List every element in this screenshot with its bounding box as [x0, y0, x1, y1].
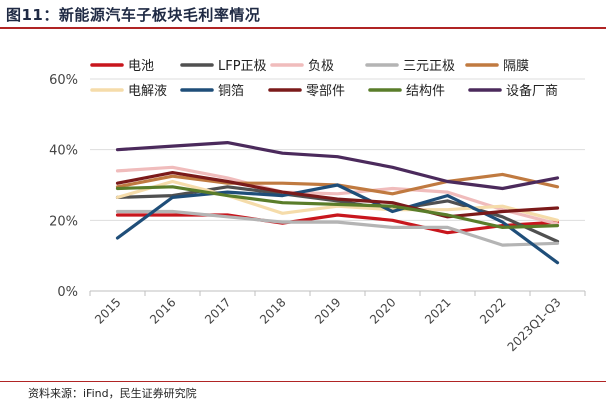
y-tick-label: 40% [49, 144, 78, 159]
legend-label-6: 铜箔 [218, 83, 244, 99]
series-line-3 [115, 209, 560, 247]
x-axis [89, 290, 586, 296]
legend-label-7: 零部件 [306, 84, 345, 99]
legend-label-8: 结构件 [406, 84, 445, 99]
x-axis-ticks: 2015 2016 2017 2018 2019 2020 2021 20222023Q1-Q… [92, 295, 563, 354]
y-axis-ticks: 0% 20% 40% 60% [49, 73, 78, 300]
x-tick-label: 2020 [367, 295, 398, 326]
figure-title: 图11：新能源汽车子板块毛利率情况 [6, 6, 261, 24]
x-tick-label: 2019 [312, 295, 343, 326]
x-tick-label: 2022 [477, 295, 508, 326]
source-rule [0, 381, 606, 382]
legend-label-5: 电解液 [128, 84, 167, 99]
x-tick-label: 2016 [147, 295, 178, 326]
series-line-0 [115, 213, 560, 235]
x-tick-label: 2021 [422, 295, 453, 326]
x-tick-label: 2015 [92, 295, 123, 326]
series-line-5 [115, 179, 560, 222]
series-line-9 [115, 141, 560, 191]
x-tick-label: 2023Q1-Q3 [505, 295, 564, 354]
legend-label-0: 电池 [128, 59, 154, 74]
legend-label-2: 负极 [308, 59, 334, 74]
y-tick-label: 20% [49, 214, 78, 229]
legend-label-4: 隔膜 [503, 59, 529, 74]
series-line-2 [115, 165, 560, 226]
legend-label-3: 三元正极 [403, 59, 455, 74]
x-tick-label: 2018 [257, 295, 288, 326]
x-tick-label: 2017 [202, 295, 233, 326]
legend-label-9: 设备厂商 [506, 83, 558, 99]
title-rule [0, 27, 606, 29]
legend-label-1: LFP正极 [218, 59, 267, 74]
y-tick-label: 60% [49, 73, 78, 88]
series-lines [115, 141, 560, 265]
source-note: 资料来源：iFind，民生证券研究院 [28, 387, 197, 400]
series-line-8 [115, 185, 560, 229]
y-tick-label: 0% [57, 285, 78, 300]
series-line-7 [115, 171, 560, 219]
line-chart: 0% 20% 40% 60% 2015 2016 2017 2018 2019 2020 2021… [49, 59, 586, 354]
